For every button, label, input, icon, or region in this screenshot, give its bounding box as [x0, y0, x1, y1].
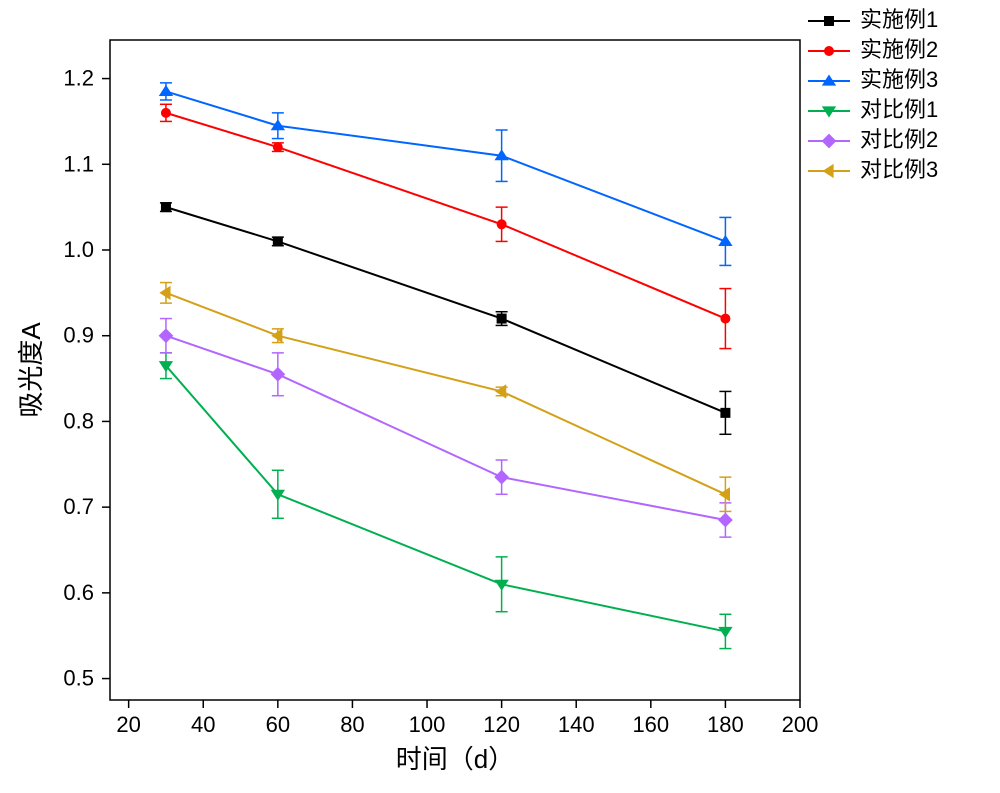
- series-line: [166, 207, 725, 413]
- y-tick-label: 0.9: [63, 323, 94, 348]
- series-line: [166, 113, 725, 319]
- y-tick-label: 1.0: [63, 237, 94, 262]
- series-0: [160, 203, 731, 435]
- x-tick-label: 100: [409, 712, 446, 737]
- series-1: [160, 104, 731, 348]
- y-tick-label: 0.8: [63, 408, 94, 433]
- series-4: [159, 319, 732, 538]
- legend-label: 对比例1: [860, 97, 938, 122]
- x-tick-label: 40: [191, 712, 215, 737]
- series-5: [160, 283, 731, 512]
- legend-label: 实施例1: [860, 7, 938, 32]
- x-tick-label: 20: [116, 712, 140, 737]
- x-tick-label: 200: [782, 712, 819, 737]
- series-line: [166, 366, 725, 632]
- y-tick-label: 1.1: [63, 151, 94, 176]
- series-line: [166, 336, 725, 520]
- legend-label: 实施例2: [860, 37, 938, 62]
- legend-label: 对比例3: [860, 157, 938, 182]
- x-tick-label: 160: [632, 712, 669, 737]
- y-tick-label: 1.2: [63, 66, 94, 91]
- x-tick-label: 120: [483, 712, 520, 737]
- legend: 实施例1 实施例2 实施例3 对比例1 对比例2 对比例3: [808, 7, 938, 182]
- x-axis-title: 时间（d）: [396, 744, 514, 774]
- x-tick-label: 180: [707, 712, 744, 737]
- series-3: [160, 353, 732, 649]
- y-tick-label: 0.6: [63, 580, 94, 605]
- series-line: [166, 91, 725, 241]
- series-line: [166, 293, 725, 494]
- y-axis-title: 吸光度A: [16, 322, 46, 418]
- chart-root: 20 40 60 80 100 120 140 160 180 200 时间（d） 0.5 0.6 0.7…: [0, 0, 1000, 793]
- legend-label: 实施例3: [860, 67, 938, 92]
- x-tick-label: 140: [558, 712, 595, 737]
- series-2: [160, 83, 732, 266]
- plot-frame: [110, 40, 800, 700]
- y-tick-label: 0.7: [63, 494, 94, 519]
- chart-svg: 20 40 60 80 100 120 140 160 180 200 时间（d） 0.5 0.6 0.7…: [0, 0, 1000, 793]
- y-tick-label: 0.5: [63, 666, 94, 691]
- legend-label: 对比例2: [860, 127, 938, 152]
- x-tick-label: 80: [340, 712, 364, 737]
- x-tick-label: 60: [266, 712, 290, 737]
